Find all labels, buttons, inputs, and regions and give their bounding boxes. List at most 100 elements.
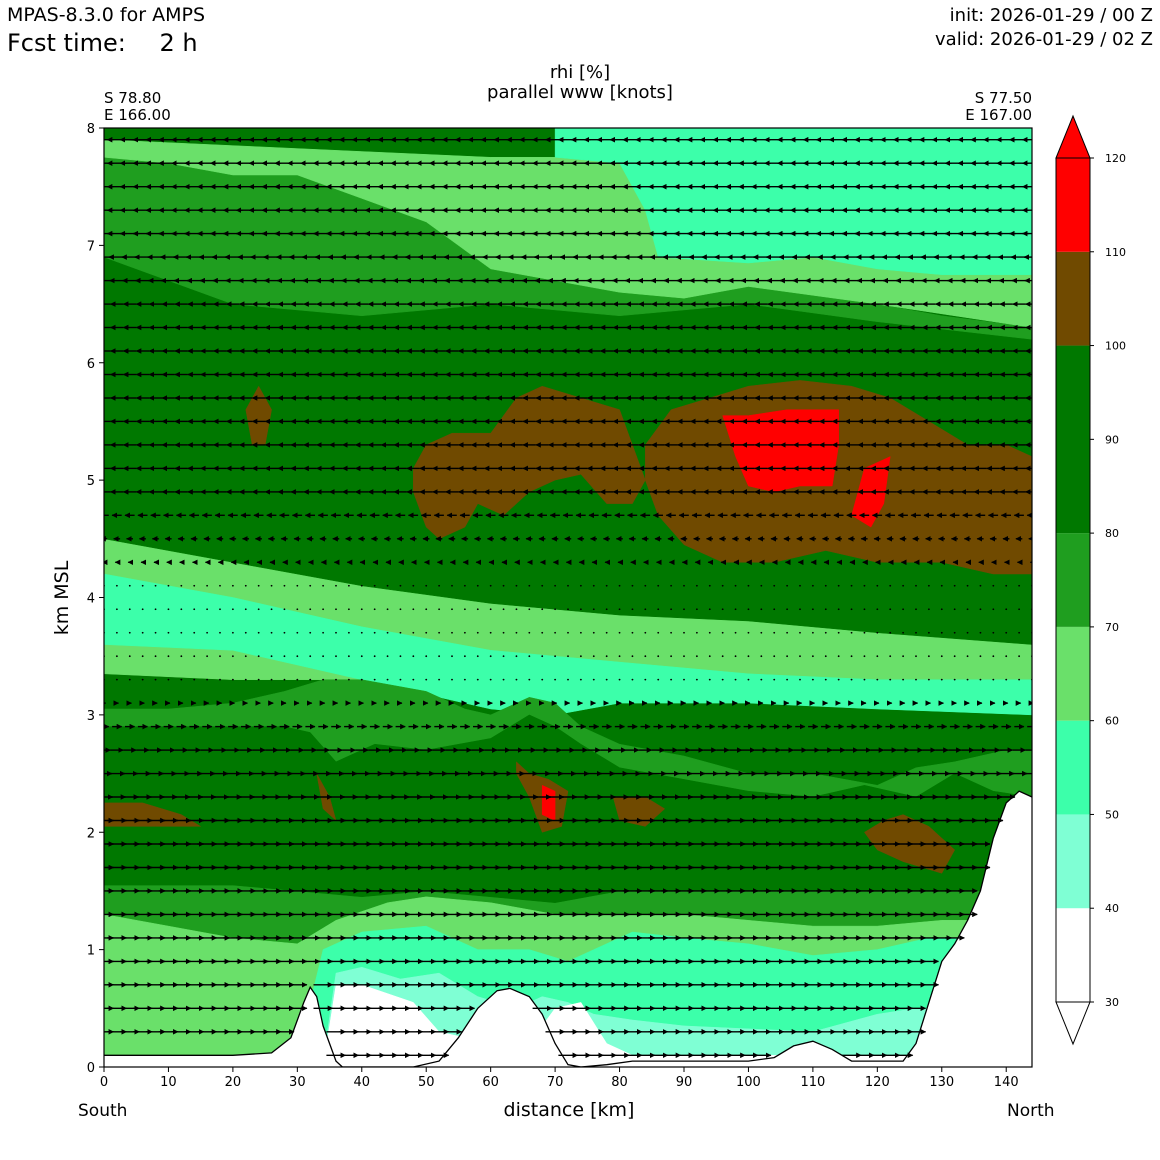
wind-vector <box>631 655 634 658</box>
wind-vectors <box>104 136 1032 1059</box>
wind-vector <box>927 608 930 611</box>
wind-vector <box>567 678 569 681</box>
wind-vector <box>979 655 982 658</box>
wind-vector <box>837 584 840 587</box>
wind-vector <box>309 631 312 634</box>
wind-vector <box>451 655 453 658</box>
wind-vector <box>695 678 698 681</box>
wind-vector <box>579 631 582 634</box>
colorbar-extend-top <box>1055 114 1091 159</box>
wind-vector <box>296 678 299 681</box>
wind-vector <box>966 678 969 681</box>
y-tick-label: 0 <box>87 1061 95 1076</box>
wind-vector <box>670 678 673 681</box>
wind-vector <box>979 631 982 634</box>
x-tick-label: 40 <box>354 1075 371 1090</box>
wind-vector <box>141 678 144 681</box>
wind-vector <box>399 631 402 634</box>
wind-vector <box>683 655 685 658</box>
wind-vector <box>708 678 711 681</box>
wind-vector <box>760 655 763 658</box>
valid-time: valid: 2026-01-29 / 02 Z <box>935 29 1153 50</box>
wind-vector <box>373 584 376 587</box>
wind-vector <box>193 678 196 681</box>
left-endpoint-lat: S 78.80 <box>104 89 162 107</box>
wind-vector <box>451 608 453 611</box>
wind-vector <box>399 678 402 681</box>
wind-vector <box>953 678 956 681</box>
wind-vector <box>515 678 518 681</box>
wind-vector <box>786 584 789 587</box>
wind-vector <box>683 678 685 681</box>
rhi-lower-band-80-1 <box>104 714 1032 903</box>
wind-vector <box>824 631 827 634</box>
wind-vector <box>399 584 402 587</box>
wind-vector <box>528 631 531 634</box>
plot-area <box>104 128 1032 1067</box>
wind-vector <box>747 631 750 634</box>
wind-vector <box>592 631 595 634</box>
wind-vector <box>876 678 879 681</box>
colorbar-tick-label: 70 <box>1105 621 1119 634</box>
chart-title-line1: rhi [%] <box>549 62 611 83</box>
wind-vector <box>167 608 170 611</box>
wind-vector <box>270 655 273 658</box>
y-tick-label: 2 <box>87 826 95 841</box>
wind-vector <box>734 631 737 634</box>
wind-vector <box>386 655 389 658</box>
wind-vector <box>528 584 531 587</box>
y-tick-label: 3 <box>87 709 95 724</box>
wind-vector <box>992 631 995 634</box>
wind-vector <box>592 584 595 587</box>
wind-vector <box>567 608 569 611</box>
wind-vector <box>438 678 441 681</box>
wind-vector <box>322 584 325 587</box>
wind-vector <box>373 608 376 611</box>
wind-vector <box>953 655 956 658</box>
x-tick-label: 60 <box>482 1075 499 1090</box>
wind-vector <box>927 631 930 634</box>
init-time: init: 2026-01-29 / 00 Z <box>949 5 1153 26</box>
wind-vector <box>347 678 350 681</box>
colorbar-band <box>1056 533 1090 627</box>
wind-vector <box>270 584 273 587</box>
wind-vector <box>773 678 776 681</box>
wind-vector <box>386 678 389 681</box>
y-tick-label: 1 <box>87 944 95 959</box>
wind-vector <box>360 584 363 587</box>
wind-vector <box>489 584 492 587</box>
wind-vector <box>837 631 840 634</box>
wind-vector <box>644 678 647 681</box>
wind-vector <box>657 678 660 681</box>
wind-vector <box>811 655 814 658</box>
wind-vector <box>309 678 312 681</box>
wind-vector <box>257 584 260 587</box>
wind-vector <box>876 631 879 634</box>
wind-vector <box>219 655 221 658</box>
colorbar-tick-label: 120 <box>1105 152 1126 165</box>
wind-vector <box>721 608 724 611</box>
colorbar-band <box>1056 908 1090 1002</box>
wind-vector <box>373 678 376 681</box>
wind-vector <box>708 655 711 658</box>
wind-vector <box>670 608 673 611</box>
colorbar-tick-label: 80 <box>1105 527 1119 540</box>
rhi-patch-100-0 <box>413 385 646 540</box>
wind-vector <box>992 608 995 611</box>
wind-vector <box>683 608 685 611</box>
wind-vector <box>128 631 131 634</box>
wind-vector <box>799 631 801 634</box>
wind-vector <box>695 608 698 611</box>
wind-vector <box>567 655 569 658</box>
wind-vector <box>940 584 943 587</box>
wind-vector <box>502 608 505 611</box>
wind-vector <box>708 631 711 634</box>
x-tick-label: 110 <box>800 1075 825 1090</box>
wind-vector <box>193 655 196 658</box>
wind-vector <box>412 678 415 681</box>
fcst-time-value: 2 h <box>159 29 198 57</box>
wind-vector <box>915 608 917 611</box>
x-tick-label: 20 <box>225 1075 242 1090</box>
wind-vector <box>502 631 505 634</box>
